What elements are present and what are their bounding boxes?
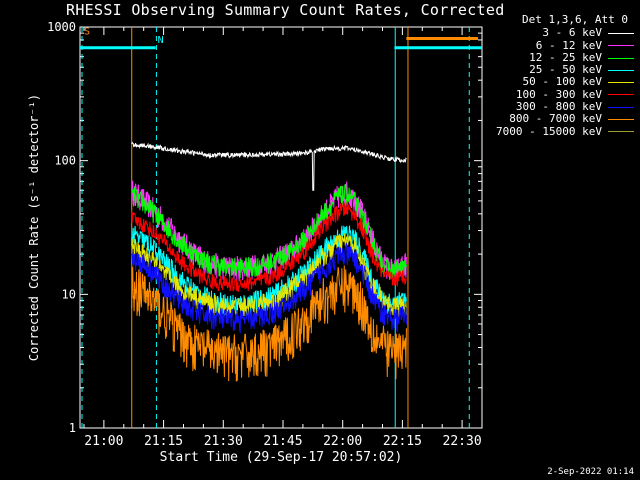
legend-entry: 3 - 6 keV xyxy=(484,26,634,40)
legend-swatch xyxy=(608,32,634,34)
legend-swatch xyxy=(608,119,634,121)
legend-label: 50 - 100 keV xyxy=(522,75,602,89)
chart-title: RHESSI Observing Summary Count Rates, Co… xyxy=(66,1,505,19)
x-tick-label: 21:30 xyxy=(204,434,243,449)
series-line-100-300kev xyxy=(131,201,407,292)
legend-label: 12 - 25 keV xyxy=(529,50,602,64)
y-tick-label: 1000 xyxy=(47,20,76,34)
legend-entry: 25 - 50 keV xyxy=(484,63,634,77)
legend-label: 7000 - 15000 keV xyxy=(496,124,602,138)
state-annotation: N xyxy=(158,35,164,46)
series-line-3-6kev xyxy=(131,141,407,191)
legend-header: Det 1,3,6, Att 0 xyxy=(522,13,628,26)
legend-entry: 800 - 7000 keV xyxy=(484,113,634,125)
series-line-12-25kev xyxy=(131,183,407,282)
x-tick-label: 22:00 xyxy=(323,434,362,449)
legend-swatch xyxy=(608,82,634,84)
legend-swatch xyxy=(608,57,634,59)
x-tick-label: 22:15 xyxy=(383,434,422,449)
legend-swatch xyxy=(608,106,634,108)
series-line-300-800kev xyxy=(131,243,407,334)
legend-entry: 50 - 100 keV xyxy=(484,76,634,88)
series-line-50-100kev xyxy=(131,233,407,320)
legend-swatch xyxy=(608,45,634,47)
y-axis-label: Corrected Count Rate (s⁻¹ detector⁻¹) xyxy=(27,94,41,361)
legend-label: 25 - 50 keV xyxy=(529,63,602,77)
legend-swatch xyxy=(608,69,634,71)
legend-entry: 300 - 800 keV xyxy=(484,100,634,114)
legend-label: 300 - 800 keV xyxy=(515,100,602,114)
x-tick-label: 21:45 xyxy=(263,434,302,449)
plot-frame xyxy=(79,26,483,429)
legend-entry: 6 - 12 keV xyxy=(484,38,634,52)
legend-label: 6 - 12 keV xyxy=(535,38,602,52)
legend-swatch xyxy=(608,94,634,96)
x-tick-label: 21:00 xyxy=(84,434,123,449)
legend-label: 800 - 7000 keV xyxy=(509,112,602,126)
legend-entry: 100 - 300 keV xyxy=(484,87,634,101)
legend-entry: 12 - 25 keV xyxy=(484,50,634,64)
legend-label: 3 - 6 keV xyxy=(542,26,602,40)
y-tick-label: 1 xyxy=(69,421,76,435)
date-stamp: 2-Sep-2022 01:14 xyxy=(547,467,634,477)
series-line-800-7000kev xyxy=(131,265,407,382)
legend-swatch xyxy=(608,131,634,133)
legend: Det 1,3,6, Att 0 3 - 6 keV 6 - 12 keV 12 -… xyxy=(484,13,634,138)
legend-entry: 7000 - 15000 keV xyxy=(484,124,634,138)
x-axis-label: Start Time (29-Sep-17 20:57:02) xyxy=(160,450,403,465)
state-annotation: S xyxy=(84,26,90,37)
x-tick-label: 21:15 xyxy=(144,434,183,449)
x-tick-label: 22:30 xyxy=(443,434,482,449)
y-tick-label: 10 xyxy=(62,287,76,301)
y-tick-label: 100 xyxy=(54,154,76,168)
legend-label: 100 - 300 keV xyxy=(515,87,602,101)
